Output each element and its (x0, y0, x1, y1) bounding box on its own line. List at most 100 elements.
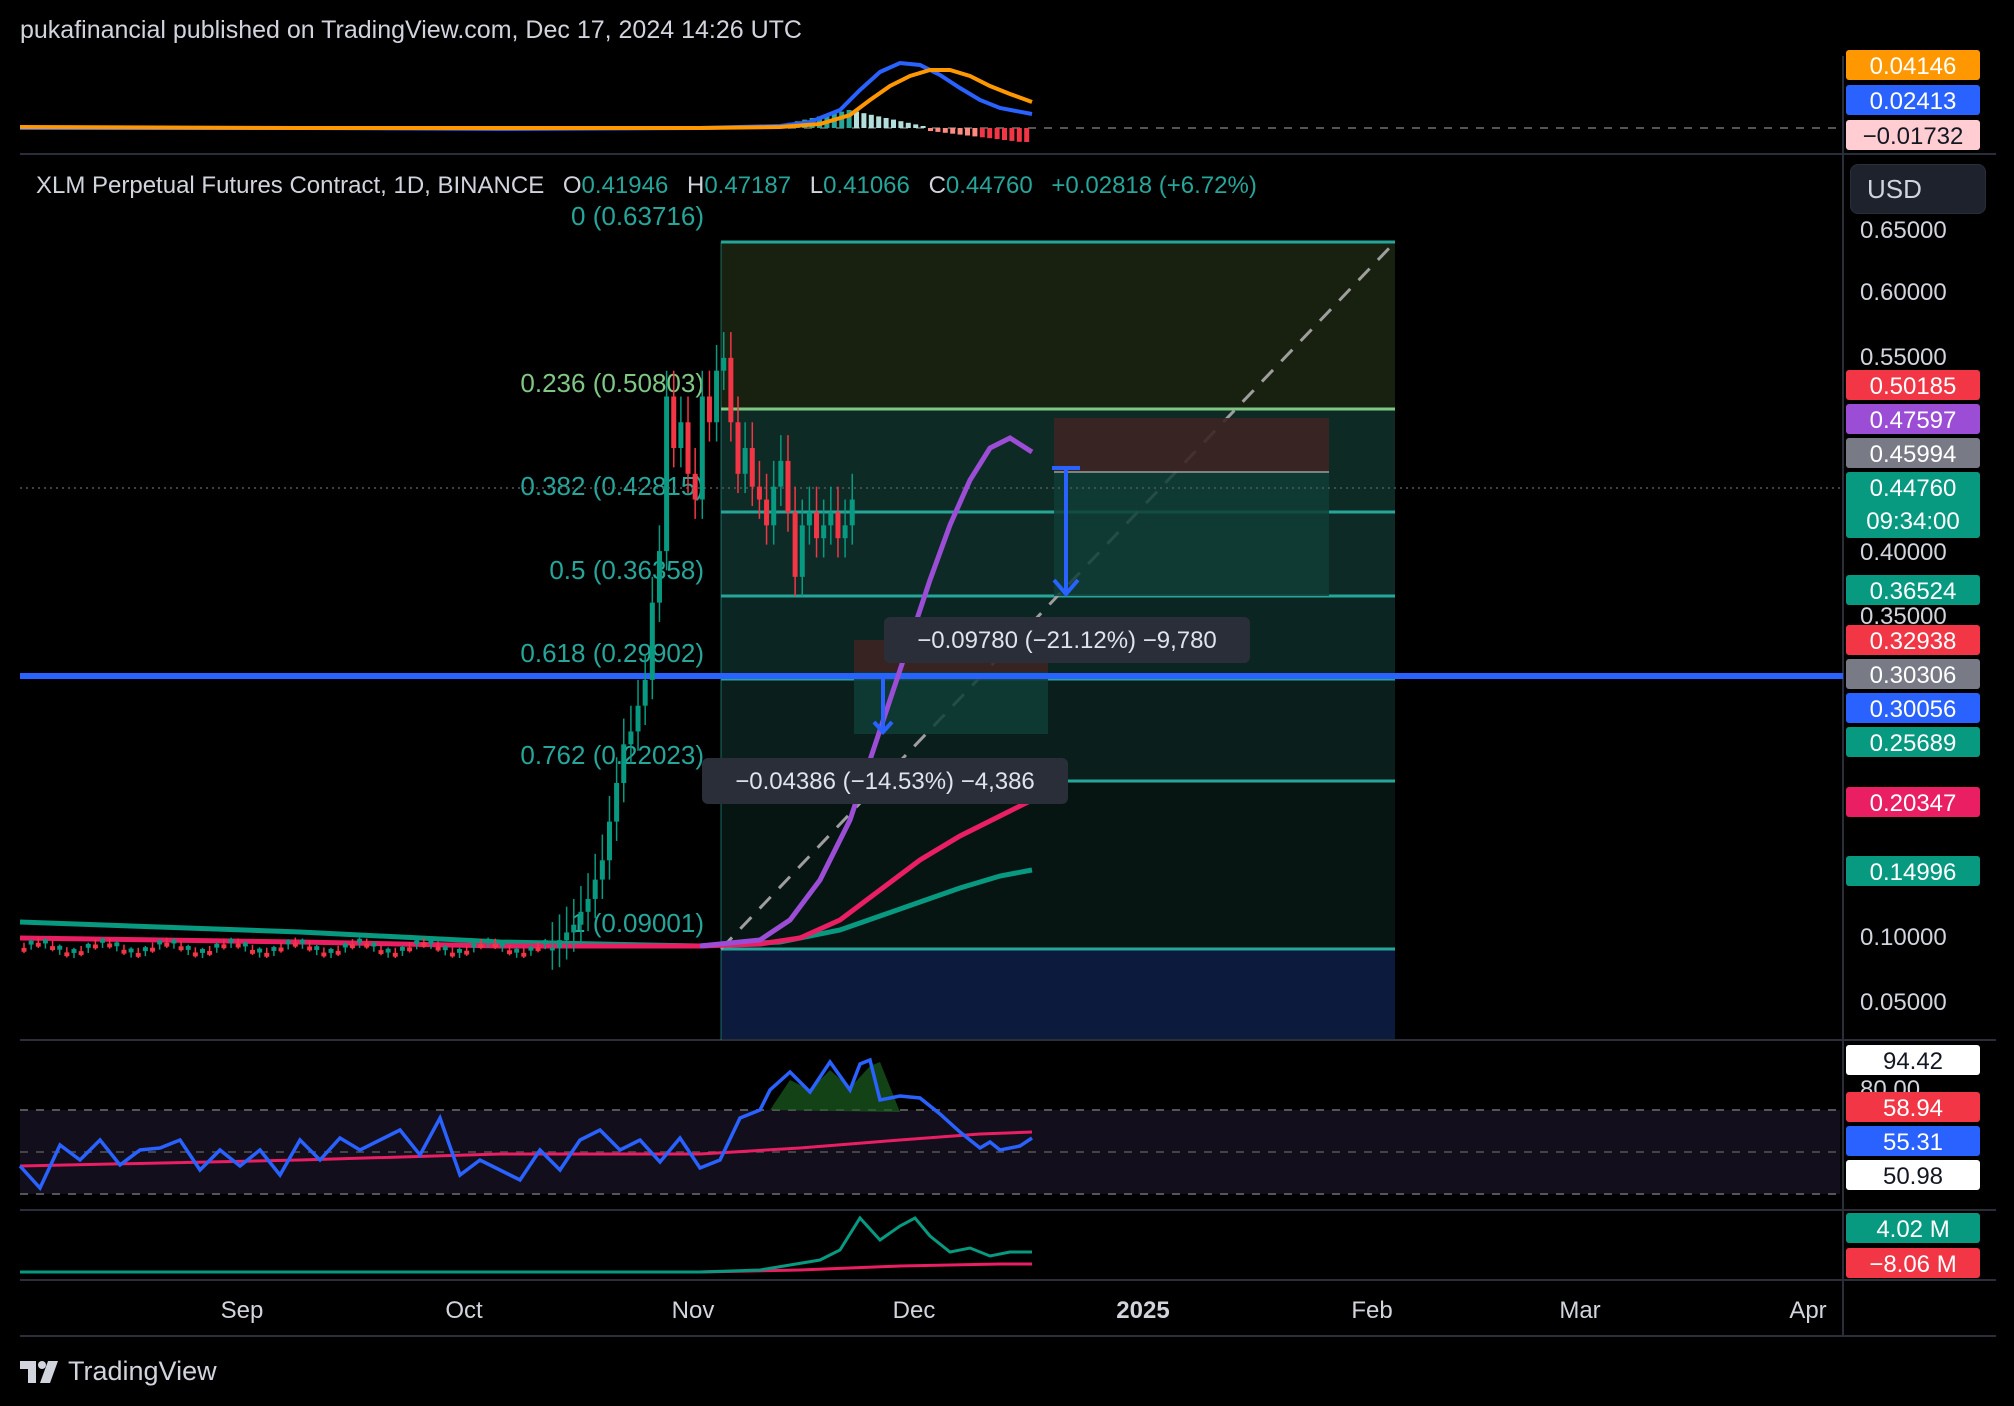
candle-body (192, 952, 198, 957)
rsi-overbought-fill (770, 1062, 900, 1112)
candle-body (107, 943, 113, 948)
candle-body (157, 940, 163, 945)
candle-body (385, 948, 391, 953)
price-badge-label: 0.30056 (1870, 696, 1957, 723)
macd-histogram-bar (846, 110, 852, 128)
macd-histogram-bar (1009, 128, 1015, 141)
macd-histogram-bar (854, 111, 859, 128)
macd-histogram-bar (942, 128, 948, 133)
brand-name: TradingView (68, 1356, 217, 1386)
macd-histogram-bar (883, 118, 889, 128)
candle-body (349, 944, 355, 949)
candle-body (799, 525, 805, 577)
price-badge (1846, 1092, 1980, 1122)
close-label: C (928, 172, 946, 199)
tradingview-brand[interactable]: TradingView (20, 1356, 217, 1387)
candle-body (364, 943, 370, 948)
candle-body (471, 943, 477, 948)
x-tick: Dec (893, 1297, 936, 1324)
x-tick: 2025 (1116, 1297, 1169, 1324)
panel-separators (20, 56, 1996, 1337)
volume-line (20, 1215, 1032, 1274)
x-tick: Nov (672, 1297, 715, 1324)
rsi-ma-line (19, 1130, 1033, 1168)
price-badge-label: 55.31 (1883, 1129, 1943, 1156)
fib-label-382: 0.382 (0.42815) (520, 471, 704, 501)
y-tick: 0.65000 (1860, 217, 1947, 244)
rsi-panel: 80.00 (18, 1057, 1920, 1195)
macd-histogram-bar (891, 119, 896, 128)
y-tick: 0.60000 (1860, 279, 1947, 306)
candle-body (671, 396, 677, 449)
candle-body (342, 943, 348, 948)
candle-body (821, 525, 827, 539)
price-badge-label: 0.44760 (1870, 475, 1957, 502)
candle-body (628, 731, 634, 745)
candle-body (242, 942, 248, 947)
price-badge (1846, 50, 1980, 80)
y-tick: 0.10000 (1860, 924, 1947, 951)
price-badge-label: −0.01732 (1863, 123, 1964, 150)
price-badge (1846, 727, 1980, 757)
candle-body (507, 950, 513, 955)
macd-histogram-bar (987, 128, 993, 139)
macd-signal-line (19, 68, 1033, 130)
price-badge (1846, 438, 1980, 468)
price-badge (1846, 1248, 1980, 1278)
price-badge-label: 0.36524 (1870, 578, 1957, 605)
symbol-legend: XLM Perpetual Futures Contract, 1D, BINA… (36, 172, 1257, 200)
candle-body (585, 898, 591, 912)
candle-body (435, 946, 441, 951)
candle-body (321, 952, 327, 957)
candlestick-series (21, 332, 855, 970)
candle-body (28, 940, 34, 945)
price-badge-label: 0.02413 (1870, 88, 1957, 115)
macd-histogram-bar (957, 128, 963, 135)
ema-100-line (19, 797, 1034, 949)
fib-label-0: 0 (0.63716) (571, 201, 704, 231)
candle-body (457, 948, 463, 953)
price-badge (1846, 120, 1980, 150)
change-value: +0.02818 (+6.72%) (1051, 172, 1257, 199)
currency-button[interactable]: USD (1850, 164, 1986, 214)
candle-body (142, 947, 148, 952)
candle-body (549, 947, 555, 951)
x-tick: Mar (1559, 1297, 1600, 1324)
candle-body (635, 705, 641, 732)
candle-body (756, 486, 762, 500)
candle-body (128, 948, 134, 953)
price-badge-label: 0.25689 (1870, 730, 1957, 757)
candle-body (100, 938, 106, 943)
candle-body (307, 946, 313, 951)
candle-body (849, 499, 855, 526)
candle-body (485, 938, 491, 943)
candle-body (71, 949, 77, 953)
candle-body (428, 939, 434, 944)
candle-body (42, 939, 48, 944)
candle-body (50, 946, 56, 951)
countdown-label: 09:34:00 (1866, 508, 1959, 535)
candle-body (271, 947, 277, 951)
price-badge-label: 0.47597 (1870, 407, 1957, 434)
candle-body (421, 942, 427, 947)
macd-histogram-bar (994, 128, 1000, 140)
price-badge-label: 50.98 (1883, 1163, 1943, 1190)
candle-body (592, 879, 598, 899)
price-badge-label: 0.20347 (1870, 790, 1957, 817)
candle-body (792, 512, 798, 577)
fib-label-236: 0.236 (0.50803) (520, 368, 704, 398)
candle-body (749, 448, 755, 487)
macd-histogram-bar (1024, 128, 1030, 142)
candle-body (371, 942, 377, 947)
candle-body (614, 782, 620, 822)
candle-body (392, 952, 398, 957)
high-value: 0.47187 (704, 172, 792, 199)
candle-body (221, 944, 227, 949)
candle-body (728, 357, 734, 423)
measure-label-short: −0.09780 (−21.12%) −9,780 (917, 627, 1217, 654)
ema-200-line (19, 867, 1033, 949)
candle-body (299, 939, 305, 944)
macd-histogram-bar (935, 128, 941, 132)
macd-histogram-bar (965, 128, 970, 136)
